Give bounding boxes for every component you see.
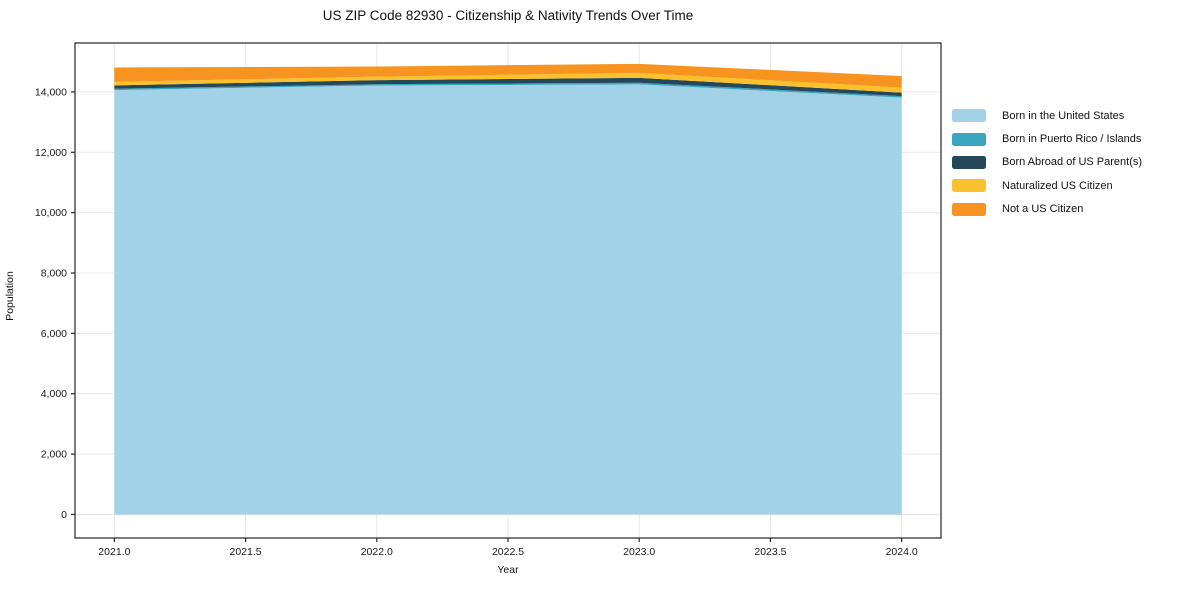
area-not-a-us-citizen	[114, 63, 902, 88]
x-tick-label: 2024.0	[886, 546, 918, 558]
y-tick-label: 2,000	[41, 449, 67, 461]
x-tick-label: 2022.0	[361, 546, 393, 558]
legend-label-born-in-puerto-rico: Born in Puerto Rico / Islands	[1002, 133, 1142, 146]
legend-label-not-citizen: Not a US Citizen	[1002, 203, 1084, 216]
stacked-areas	[114, 63, 902, 515]
tick-marks: 2021.0 2021.5 2022.0 2022.5 2023.0 2023.5 2024…	[35, 86, 918, 558]
x-tick-label: 2022.5	[492, 546, 524, 558]
y-tick-label: 8,000	[41, 267, 67, 279]
legend-swatch-born-in-us	[952, 109, 986, 123]
y-tick-label: 14,000	[35, 86, 67, 98]
legend-item-born-abroad: Born Abroad of US Parent(s)	[952, 151, 1142, 174]
legend-item-not-citizen: Not a US Citizen	[952, 198, 1142, 221]
legend-swatch-born-abroad	[952, 155, 986, 169]
y-tick-label: 10,000	[35, 207, 67, 219]
x-tick-label: 2023.5	[754, 546, 786, 558]
legend-label-born-abroad: Born Abroad of US Parent(s)	[1002, 156, 1143, 169]
legend-item-naturalized: Naturalized US Citizen	[952, 174, 1142, 197]
chart-title: US ZIP Code 82930 - Citizenship & Nativi…	[322, 8, 694, 23]
legend-label-naturalized: Naturalized US Citizen	[1002, 179, 1113, 192]
y-axis-label: Population	[4, 271, 16, 321]
x-tick-label: 2021.0	[98, 546, 130, 558]
legend: Born in the United States Born in Puerto…	[952, 104, 1142, 221]
legend-swatch-born-in-puerto-rico	[952, 132, 986, 146]
legend-label-born-in-us: Born in the United States	[1002, 109, 1125, 122]
legend-swatch-naturalized	[952, 179, 986, 193]
x-axis-label: Year	[497, 564, 519, 576]
y-tick-label: 0	[61, 509, 67, 521]
area-naturalized-us-citizen	[114, 72, 902, 93]
y-tick-label: 12,000	[35, 147, 67, 159]
area-born-abroad-of-us-parent-s-	[114, 77, 902, 97]
area-born-in-puerto-rico-islands	[114, 82, 902, 98]
y-tick-label: 6,000	[41, 328, 67, 340]
area-born-in-the-united-states	[114, 84, 902, 515]
legend-swatch-not-citizen	[952, 202, 986, 216]
x-tick-label: 2023.0	[623, 546, 655, 558]
y-tick-label: 4,000	[41, 388, 67, 400]
x-tick-label: 2021.5	[230, 546, 262, 558]
legend-item-born-in-us: Born in the United States	[952, 104, 1142, 127]
legend-item-born-in-puerto-rico: Born in Puerto Rico / Islands	[952, 127, 1142, 150]
